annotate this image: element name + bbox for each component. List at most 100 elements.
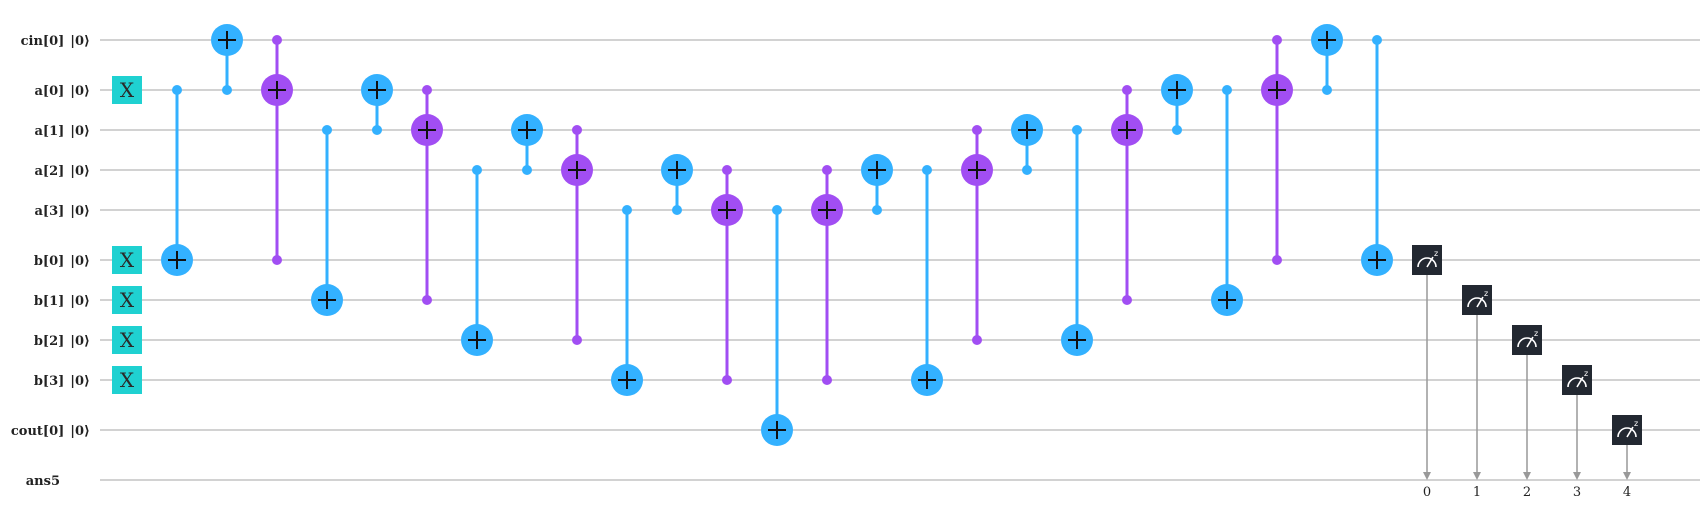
x-gate-label: X [120,78,135,102]
qubit-name: a[2] [35,164,65,179]
toffoli-gate [1261,35,1293,265]
measure-box [1412,245,1442,275]
qubit-init-state: |0⟩ [70,294,90,309]
control-dot [972,335,982,345]
control-dot [1122,295,1132,305]
qubit-init-state: |0⟩ [70,334,90,349]
meter-needle [1426,256,1434,268]
x-gate-box [112,246,142,274]
control-dot [822,165,832,175]
meter-icon: z [1517,329,1538,348]
x-gate-box [112,76,142,104]
qubit-label: a[0] |0⟩ [35,84,91,99]
classical-bit-index: 1 [1473,485,1481,500]
x-gate: X [112,326,142,354]
meter-basis-z: z [1484,289,1488,298]
meter-arc [1617,427,1637,438]
control-dot [1322,85,1332,95]
meter-needle [1476,296,1484,308]
measure-gate: z3 [1562,365,1592,500]
measure-gate: z1 [1462,285,1492,500]
qubit-init-state: |0⟩ [70,124,90,139]
control-dot [272,255,282,265]
meter-arc [1417,257,1437,268]
x-gate-box [112,366,142,394]
qubit-label: a[3] |0⟩ [35,204,91,219]
x-gate: X [112,366,142,394]
control-dot [1272,255,1282,265]
cnot-gate [1211,85,1243,316]
control-dot [672,205,682,215]
x-gate: X [112,76,142,104]
qubit-label: a[2] |0⟩ [35,164,91,179]
cnot-gate [1361,35,1393,276]
classical-bit-index: 4 [1623,485,1631,500]
qubit-name: a[1] [35,124,65,139]
classical-bit-index: 2 [1523,485,1531,500]
measure-arrow [1573,472,1581,480]
x-gate-label: X [120,328,135,352]
control-dot [522,165,532,175]
x-gate-box [112,326,142,354]
measure-gate: z0 [1412,245,1442,500]
toffoli-gate [261,35,293,265]
meter-icon: z [1417,249,1438,268]
control-dot [872,205,882,215]
qubit-name: a[0] [35,84,65,99]
cnot-gate [361,74,393,135]
control-dot [1272,35,1282,45]
qubit-init-state: |0⟩ [70,84,90,99]
control-dot [322,125,332,135]
meter-arc [1467,297,1487,308]
qubit-label: a[1] |0⟩ [35,124,91,139]
cnot-gate [461,165,493,356]
toffoli-gate [1111,85,1143,305]
control-dot [922,165,932,175]
control-dot [1222,85,1232,95]
meter-arc [1517,337,1537,348]
qubit-label: b[2] |0⟩ [34,334,90,349]
x-gate-label: X [120,248,135,272]
classical-register-label: ans5 [26,474,60,489]
control-dot [1172,125,1182,135]
qubit-label: cout[0] |0⟩ [11,424,90,439]
toffoli-gate [561,125,593,345]
toffoli-gate [411,85,443,305]
meter-needle [1626,426,1634,438]
cnot-gate [311,125,343,316]
classical-bit-index: 0 [1423,485,1431,500]
qubit-label: cin[0] |0⟩ [21,34,90,49]
qubit-init-state: |0⟩ [70,254,90,269]
toffoli-gate [811,165,843,385]
control-dot [222,85,232,95]
meter-needle [1576,376,1584,388]
qubit-name: cin[0] [21,34,65,49]
measure-box [1612,415,1642,445]
control-dot [622,205,632,215]
qubit-name: b[1] [34,294,64,309]
meter-icon: z [1617,419,1638,438]
cnot-gate [761,205,793,446]
qubit-label: b[3] |0⟩ [34,374,90,389]
qubit-init-state: |0⟩ [70,164,90,179]
cnot-gate [911,165,943,396]
register-labels-layer: cin[0] |0⟩ a[0] |0⟩ a[1] |0⟩ a[2] |0⟩ a[3] |0⟩ b[0… [11,34,90,489]
x-gate-label: X [120,288,135,312]
qubit-init-state: |0⟩ [70,34,90,49]
qubit-name: b[0] [34,254,64,269]
meter-basis-z: z [1634,419,1638,428]
meter-arc [1567,377,1587,388]
x-gate: X [112,246,142,274]
control-dot [372,125,382,135]
control-dot [422,295,432,305]
measure-box [1512,325,1542,355]
x-gate-box [112,286,142,314]
meter-basis-z: z [1434,249,1438,258]
control-dot [972,125,982,135]
qubit-name: cout[0] [11,424,64,439]
qubit-name: b[3] [34,374,64,389]
measure-gate: z4 [1612,415,1642,500]
measure-box [1462,285,1492,315]
cnot-gate [861,154,893,215]
